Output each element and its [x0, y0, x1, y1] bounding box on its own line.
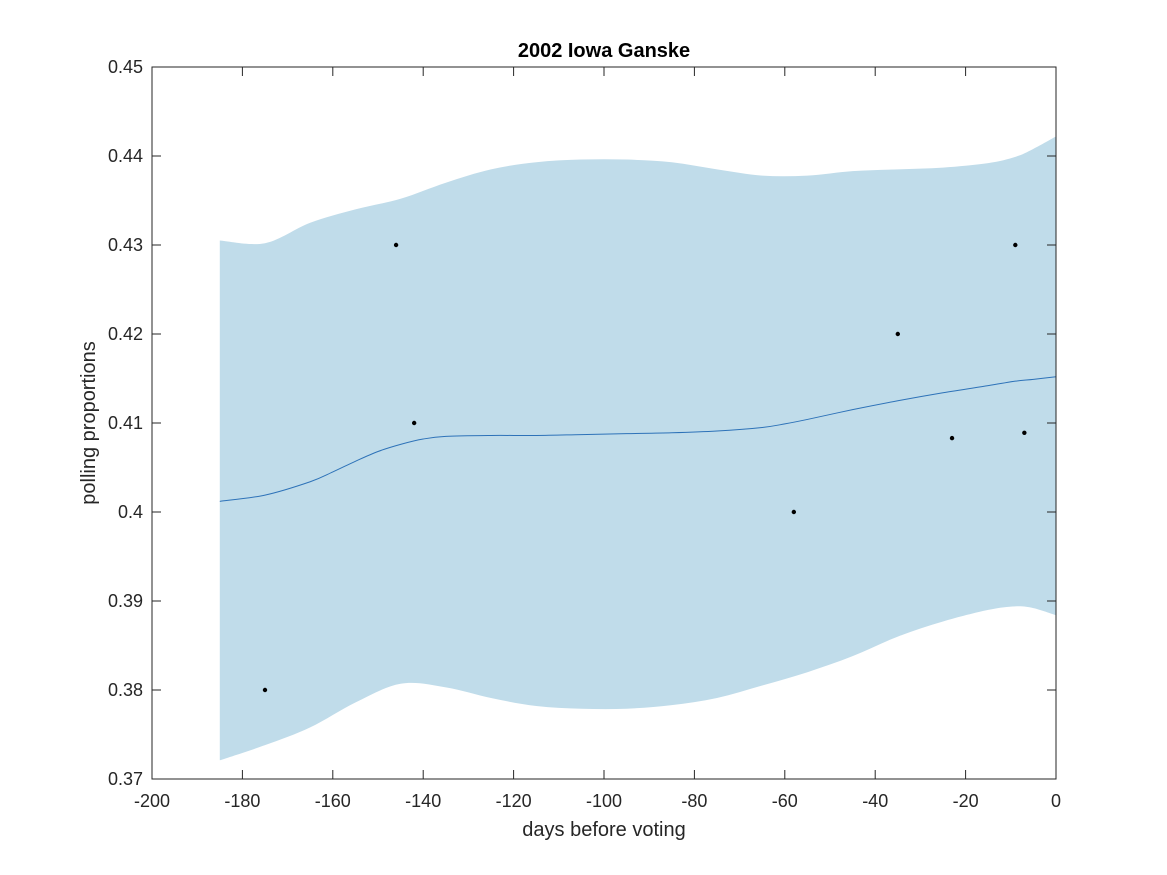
- x-tick-label: -120: [496, 791, 532, 811]
- x-tick-label: -80: [681, 791, 707, 811]
- y-tick-label: 0.39: [108, 591, 143, 611]
- y-tick-label: 0.42: [108, 324, 143, 344]
- x-tick-label: -200: [134, 791, 170, 811]
- x-tick-label: -100: [586, 791, 622, 811]
- x-tick-label: -60: [772, 791, 798, 811]
- tick-labels-layer: -200 -180 -160 -140 -120 -100 -80 -60 -40 -20 00.3…: [108, 57, 1061, 811]
- x-tick-label: -40: [862, 791, 888, 811]
- y-tick-label: 0.43: [108, 235, 143, 255]
- data-point: [949, 435, 955, 441]
- chart-title: 2002 Iowa Ganske: [518, 40, 690, 62]
- confidence-band: [219, 136, 1057, 761]
- confidence-band-layer: [219, 136, 1057, 761]
- x-axis-label: days before voting: [522, 819, 685, 841]
- y-tick-label: 0.45: [108, 57, 143, 77]
- y-tick-label: 0.38: [108, 680, 143, 700]
- data-point: [411, 420, 417, 426]
- x-tick-label: -140: [405, 791, 441, 811]
- y-tick-label: 0.41: [108, 413, 143, 433]
- data-point: [895, 331, 900, 337]
- trend-line: [219, 376, 1057, 502]
- data-points-layer: [262, 242, 1027, 693]
- data-point: [791, 509, 797, 515]
- ticks-layer: [151, 66, 1057, 780]
- y-tick-label: 0.37: [108, 769, 143, 789]
- data-point: [262, 687, 268, 693]
- x-tick-label: -180: [224, 791, 260, 811]
- x-tick-label: -160: [315, 791, 351, 811]
- y-tick-label: 0.44: [108, 146, 143, 166]
- y-axis-label: polling proportions: [78, 341, 100, 504]
- data-point: [1013, 242, 1018, 248]
- x-tick-label: 0: [1051, 791, 1061, 811]
- trend-line-layer: [219, 376, 1057, 502]
- y-tick-label: 0.4: [118, 502, 143, 522]
- data-point: [1022, 430, 1027, 435]
- x-tick-label: -20: [953, 791, 979, 811]
- data-point: [393, 242, 399, 248]
